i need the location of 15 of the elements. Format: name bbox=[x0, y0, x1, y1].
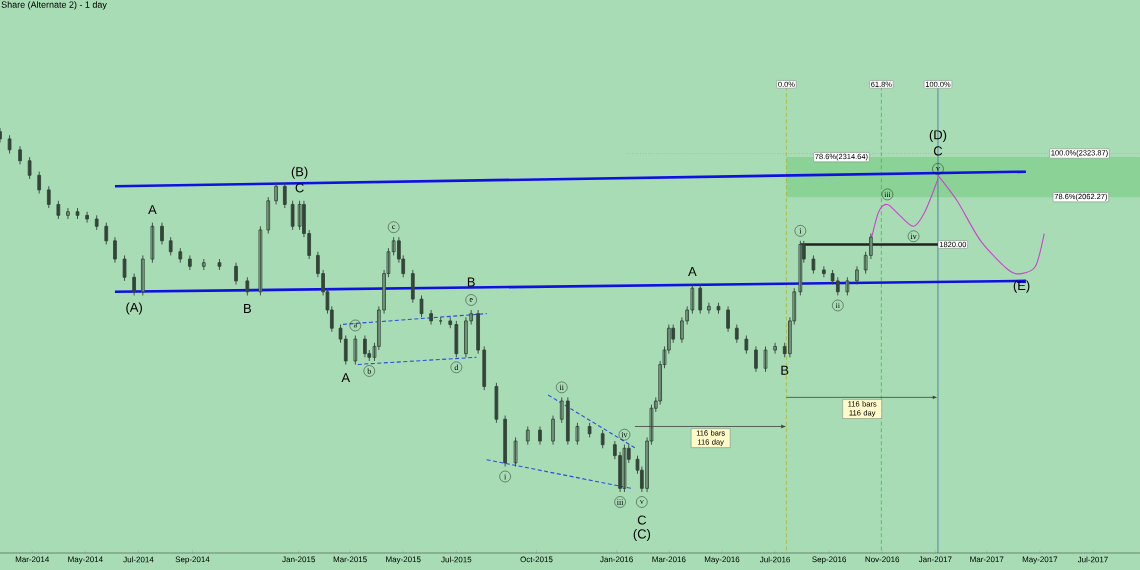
annotation: B bbox=[244, 303, 251, 313]
chart-title: Share (Alternate 2) - 1 day bbox=[1, 1, 107, 10]
annotation: C bbox=[295, 183, 304, 193]
annotation: B bbox=[781, 365, 789, 375]
annotation: C bbox=[637, 515, 647, 525]
annotation: (B) bbox=[291, 166, 308, 179]
annotation: B bbox=[467, 277, 475, 287]
annotation: A bbox=[341, 373, 351, 383]
annotation: (C) bbox=[633, 528, 651, 542]
annotation: C bbox=[933, 146, 943, 156]
annotation: A bbox=[688, 267, 697, 276]
annotation: A bbox=[148, 205, 157, 215]
annotation: (D) bbox=[929, 129, 947, 142]
annotation: (E) bbox=[1013, 280, 1030, 293]
annotation: (A) bbox=[126, 302, 142, 315]
